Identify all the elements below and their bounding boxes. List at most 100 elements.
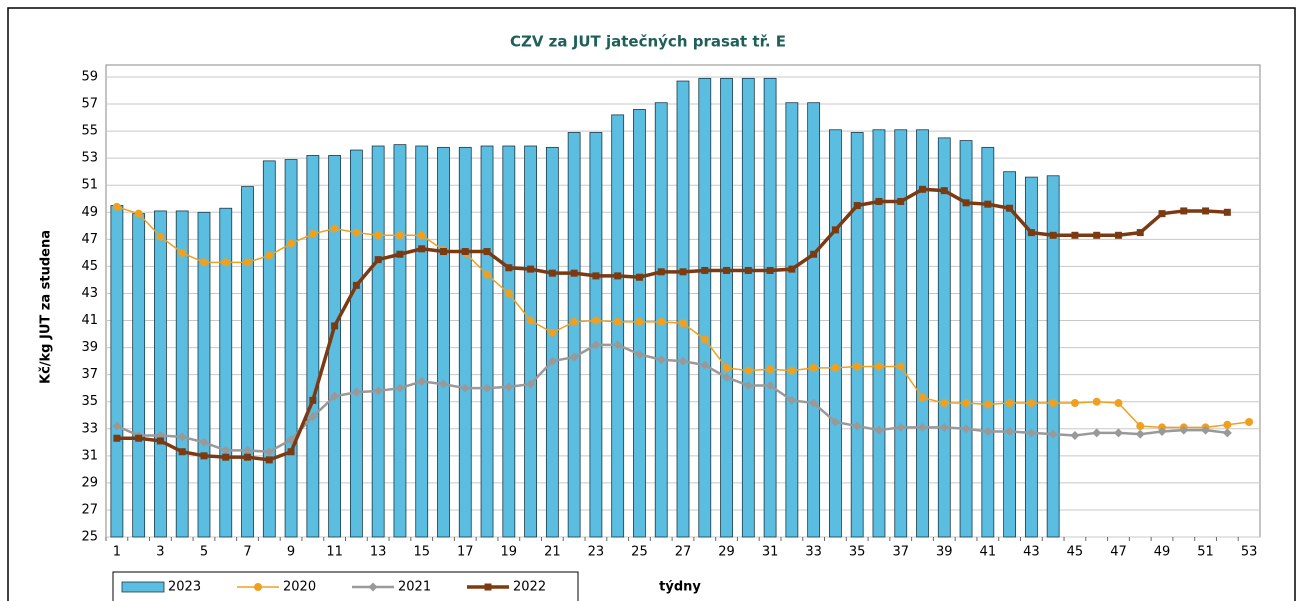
point <box>1223 420 1232 429</box>
point <box>896 422 906 432</box>
point <box>243 445 253 455</box>
x-tick-label: 23 <box>588 545 605 560</box>
x-tick-label: 13 <box>370 545 387 560</box>
point <box>613 340 623 350</box>
point <box>504 382 514 392</box>
bar <box>959 140 973 538</box>
point <box>634 349 644 359</box>
point <box>374 256 382 264</box>
point <box>505 264 513 272</box>
point <box>1136 229 1144 237</box>
y-tick-label: 47 <box>81 232 98 247</box>
point <box>439 248 447 256</box>
point <box>1135 429 1145 439</box>
point <box>679 319 687 328</box>
point <box>1027 229 1035 237</box>
point <box>526 316 535 325</box>
point <box>875 197 883 205</box>
point <box>765 380 775 390</box>
y-tick-label: 59 <box>81 70 98 85</box>
point <box>874 362 883 371</box>
x-tick-label: 31 <box>762 545 779 560</box>
point <box>852 421 862 431</box>
point <box>438 379 448 389</box>
x-tick-label: 9 <box>287 545 295 560</box>
point <box>309 396 317 404</box>
point <box>1114 231 1122 239</box>
point <box>1180 207 1188 215</box>
point <box>156 232 165 241</box>
point <box>570 269 578 277</box>
x-tick-label: 29 <box>718 545 735 560</box>
bar <box>676 80 690 538</box>
point <box>418 245 426 253</box>
legend-label: 2021 <box>398 580 431 595</box>
point <box>853 202 861 210</box>
point <box>199 437 209 447</box>
x-tick-label: 41 <box>980 545 997 560</box>
point <box>1113 428 1123 438</box>
bar <box>611 114 625 538</box>
point <box>482 383 492 393</box>
bar <box>916 129 929 538</box>
bar <box>1024 176 1038 538</box>
bar <box>763 77 777 538</box>
point <box>112 202 121 211</box>
x-tick-label: 1 <box>113 545 121 560</box>
point <box>722 363 731 372</box>
x-tick-label: 5 <box>200 545 208 560</box>
point <box>351 387 361 397</box>
point <box>961 424 971 434</box>
point <box>527 265 535 273</box>
point <box>222 453 230 461</box>
x-tick-label: 33 <box>805 545 822 560</box>
y-tick-label: 53 <box>81 151 98 166</box>
point <box>330 391 340 401</box>
point <box>1005 426 1015 436</box>
point <box>1201 425 1211 435</box>
y-tick-label: 27 <box>81 502 98 517</box>
point <box>1136 422 1145 431</box>
point <box>1027 399 1036 408</box>
point <box>787 395 797 405</box>
point <box>1070 431 1080 441</box>
bar <box>1003 171 1017 538</box>
point <box>461 248 469 256</box>
point <box>570 317 579 326</box>
x-tick-label: 19 <box>501 545 518 560</box>
bar <box>785 102 799 538</box>
y-axis-label: Kč/kg JUT za studena <box>39 230 54 384</box>
point <box>940 187 948 195</box>
point <box>156 437 164 445</box>
x-tick-label: 43 <box>1023 545 1040 560</box>
point <box>744 266 752 274</box>
x-tick-label: 39 <box>936 545 953 560</box>
bar <box>502 145 516 538</box>
point <box>460 383 470 393</box>
point <box>983 400 992 409</box>
point <box>853 362 862 371</box>
point <box>830 417 840 427</box>
point <box>1222 428 1232 438</box>
bar <box>175 210 189 538</box>
bar <box>349 149 363 538</box>
bar <box>371 145 385 538</box>
legend-label: 2023 <box>168 580 201 595</box>
point <box>962 399 971 408</box>
bar <box>1046 175 1060 538</box>
x-tick-label: 37 <box>892 545 909 560</box>
x-tick-label: 25 <box>631 545 648 560</box>
point <box>373 386 383 396</box>
point <box>1093 231 1101 239</box>
x-tick-label: 47 <box>1110 545 1127 560</box>
point <box>679 268 687 276</box>
point <box>1070 399 1079 408</box>
point <box>657 268 665 276</box>
point <box>330 224 339 233</box>
point <box>984 200 992 208</box>
point <box>743 380 753 390</box>
point <box>395 231 404 240</box>
point <box>766 266 774 274</box>
point <box>1026 428 1036 438</box>
